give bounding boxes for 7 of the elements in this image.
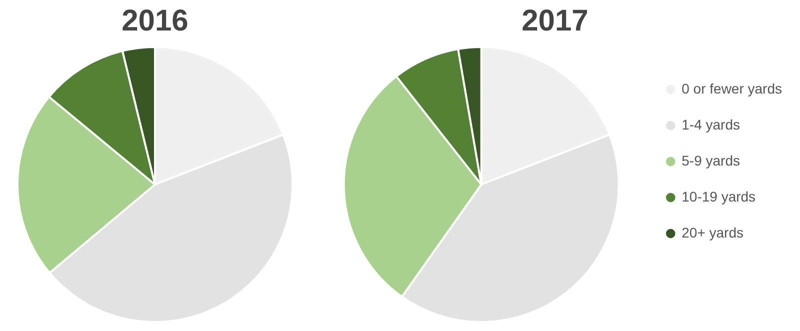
legend-label: 20+ yards	[682, 224, 744, 240]
chart-title: 2017	[522, 4, 588, 38]
legend-label: 10-19 yards	[682, 188, 756, 204]
legend-label: 1-4 yards	[682, 116, 740, 132]
legend-label: 5-9 yards	[682, 152, 740, 168]
chart-title: 2016	[122, 4, 188, 38]
legend-label: 0 or fewer yards	[682, 80, 782, 96]
